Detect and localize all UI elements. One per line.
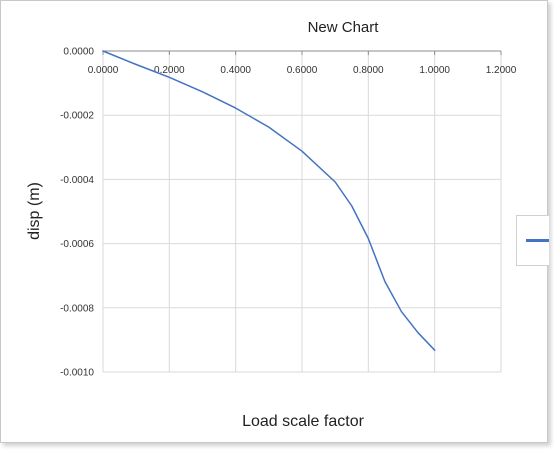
x-tick-label: 0.6000 bbox=[287, 65, 318, 76]
y-tick-label: -0.0004 bbox=[60, 175, 94, 186]
y-tick-label: -0.0002 bbox=[60, 111, 94, 122]
series-layer bbox=[102, 50, 436, 351]
x-tick-label: 0.8000 bbox=[353, 65, 384, 76]
y-tick-label: -0.0008 bbox=[60, 303, 94, 314]
x-tick-label: 0.2000 bbox=[154, 65, 185, 76]
x-axis-title: Load scale factor bbox=[242, 413, 365, 430]
x-tick-label: 1.2000 bbox=[486, 65, 517, 76]
y-axis-title: disp (m) bbox=[26, 182, 43, 240]
y-tick-label: 0.0000 bbox=[63, 47, 94, 58]
y-tick-label: -0.0006 bbox=[60, 239, 94, 250]
x-tick-label: 0.0000 bbox=[88, 65, 119, 76]
grid bbox=[102, 50, 502, 373]
legend-series-swatch bbox=[526, 239, 549, 242]
legend[interactable] bbox=[516, 215, 549, 266]
x-tick-label: 0.4000 bbox=[220, 65, 251, 76]
series-line-0 bbox=[102, 50, 436, 351]
x-axis-ticks: 0.0000 0.2000 0.4000 0.6000 0.8000 1.0000 1.20… bbox=[88, 65, 517, 76]
chart-area: 0.0000 -0.0002 -0.0004 -0.0006 -0.0008 -0.001… bbox=[0, 0, 549, 443]
chart-title: New Chart bbox=[308, 19, 380, 36]
x-tick-label: 1.0000 bbox=[419, 65, 450, 76]
y-tick-label: -0.0010 bbox=[60, 368, 94, 379]
y-axis-ticks: 0.0000 -0.0002 -0.0004 -0.0006 -0.0008 -0.001… bbox=[60, 47, 94, 379]
